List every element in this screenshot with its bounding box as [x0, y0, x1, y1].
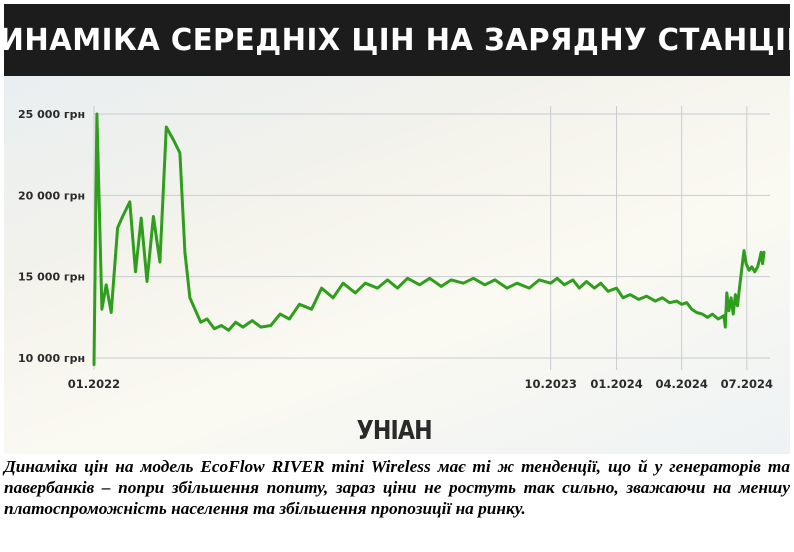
unian-logo: УНІАН: [356, 413, 432, 449]
y-tick-label: 15 000 грн: [18, 271, 85, 284]
y-tick-label: 10 000 грн: [18, 352, 85, 365]
logo-text: УНІАН: [356, 416, 432, 446]
header-banner: ДИНАМІКА СЕРЕДНІХ ЦІН НА ЗАРЯДНУ СТАНЦІЮ: [0, 4, 794, 76]
x-tick-label: 10.2023: [524, 377, 576, 391]
chart-panel: 10 000 грн 15 000 грн 20 000 грн 25 000 грн…: [4, 76, 790, 454]
x-tick-label: 01.2022: [68, 377, 120, 391]
y-tick-label: 20 000 грн: [18, 189, 85, 202]
chart-caption: Динаміка цін на модель EcoFlow RIVER min…: [4, 457, 790, 518]
chart-title: ДИНАМІКА СЕРЕДНІХ ЦІН НА ЗАРЯДНУ СТАНЦІЮ: [0, 22, 794, 58]
x-tick-label: 04.2024: [655, 377, 707, 391]
x-tick-label: 07.2024: [721, 377, 773, 391]
y-tick-label: 25 000 грн: [18, 108, 85, 121]
price-series-line: [92, 112, 766, 366]
price-line-chart: 10 000 грн 15 000 грн 20 000 грн 25 000 грн…: [18, 106, 773, 391]
x-tick-label: 01.2024: [590, 377, 642, 391]
